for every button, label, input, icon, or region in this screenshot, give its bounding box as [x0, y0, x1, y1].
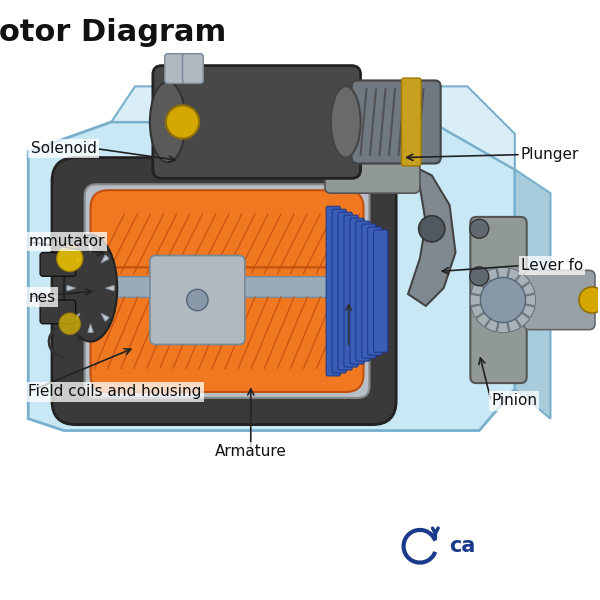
- Polygon shape: [28, 122, 515, 431]
- FancyBboxPatch shape: [40, 253, 76, 276]
- FancyBboxPatch shape: [401, 78, 421, 166]
- Ellipse shape: [64, 235, 117, 341]
- Polygon shape: [408, 164, 455, 306]
- Text: Plunger: Plunger: [521, 147, 579, 162]
- FancyBboxPatch shape: [338, 212, 352, 370]
- Wedge shape: [497, 300, 509, 332]
- Text: Field coils and housing: Field coils and housing: [28, 385, 202, 400]
- Wedge shape: [503, 283, 535, 300]
- FancyBboxPatch shape: [332, 209, 346, 373]
- FancyBboxPatch shape: [368, 227, 382, 355]
- Wedge shape: [106, 286, 114, 291]
- Wedge shape: [471, 283, 503, 300]
- FancyBboxPatch shape: [85, 184, 370, 398]
- Text: Lever fo: Lever fo: [521, 258, 583, 273]
- Text: otor Diagram: otor Diagram: [0, 18, 226, 47]
- FancyBboxPatch shape: [182, 54, 203, 83]
- Circle shape: [419, 216, 445, 242]
- FancyBboxPatch shape: [165, 54, 185, 83]
- FancyBboxPatch shape: [150, 256, 245, 344]
- Wedge shape: [497, 268, 509, 300]
- FancyBboxPatch shape: [40, 300, 76, 324]
- Circle shape: [59, 313, 80, 334]
- Wedge shape: [503, 295, 536, 305]
- Wedge shape: [503, 300, 521, 332]
- FancyBboxPatch shape: [350, 218, 364, 364]
- Ellipse shape: [331, 86, 361, 158]
- FancyBboxPatch shape: [326, 206, 340, 376]
- FancyBboxPatch shape: [91, 190, 364, 309]
- FancyBboxPatch shape: [524, 271, 595, 329]
- Wedge shape: [503, 273, 530, 300]
- Ellipse shape: [150, 82, 185, 163]
- FancyBboxPatch shape: [112, 277, 343, 298]
- Text: Pinion: Pinion: [491, 394, 537, 409]
- Wedge shape: [72, 255, 80, 263]
- Circle shape: [166, 106, 199, 139]
- FancyBboxPatch shape: [352, 80, 440, 164]
- Wedge shape: [88, 324, 94, 332]
- FancyBboxPatch shape: [153, 65, 361, 178]
- Wedge shape: [503, 268, 521, 300]
- Wedge shape: [471, 300, 503, 317]
- FancyBboxPatch shape: [91, 268, 364, 392]
- Wedge shape: [88, 244, 94, 253]
- FancyBboxPatch shape: [344, 215, 358, 367]
- Polygon shape: [515, 169, 550, 419]
- Wedge shape: [72, 313, 80, 321]
- Wedge shape: [476, 300, 503, 327]
- Circle shape: [470, 267, 489, 286]
- FancyBboxPatch shape: [356, 221, 370, 361]
- Wedge shape: [101, 255, 109, 263]
- Wedge shape: [67, 286, 76, 291]
- Text: ca: ca: [449, 536, 476, 556]
- Wedge shape: [476, 273, 503, 300]
- FancyBboxPatch shape: [374, 230, 388, 352]
- Wedge shape: [485, 300, 503, 332]
- Wedge shape: [503, 300, 535, 317]
- Text: mmutator: mmutator: [28, 235, 105, 250]
- Polygon shape: [112, 86, 515, 169]
- Circle shape: [579, 287, 600, 313]
- FancyBboxPatch shape: [470, 217, 527, 383]
- Wedge shape: [485, 268, 503, 300]
- Text: nes: nes: [28, 290, 55, 305]
- FancyBboxPatch shape: [362, 224, 376, 358]
- Circle shape: [57, 245, 83, 272]
- FancyBboxPatch shape: [52, 158, 396, 425]
- Wedge shape: [470, 295, 503, 305]
- Wedge shape: [503, 300, 530, 327]
- Wedge shape: [101, 313, 109, 321]
- FancyBboxPatch shape: [325, 152, 420, 193]
- Text: Solenoid: Solenoid: [31, 141, 97, 156]
- Circle shape: [187, 289, 208, 311]
- Circle shape: [470, 219, 489, 238]
- Circle shape: [481, 277, 526, 323]
- Text: Armature: Armature: [215, 444, 287, 459]
